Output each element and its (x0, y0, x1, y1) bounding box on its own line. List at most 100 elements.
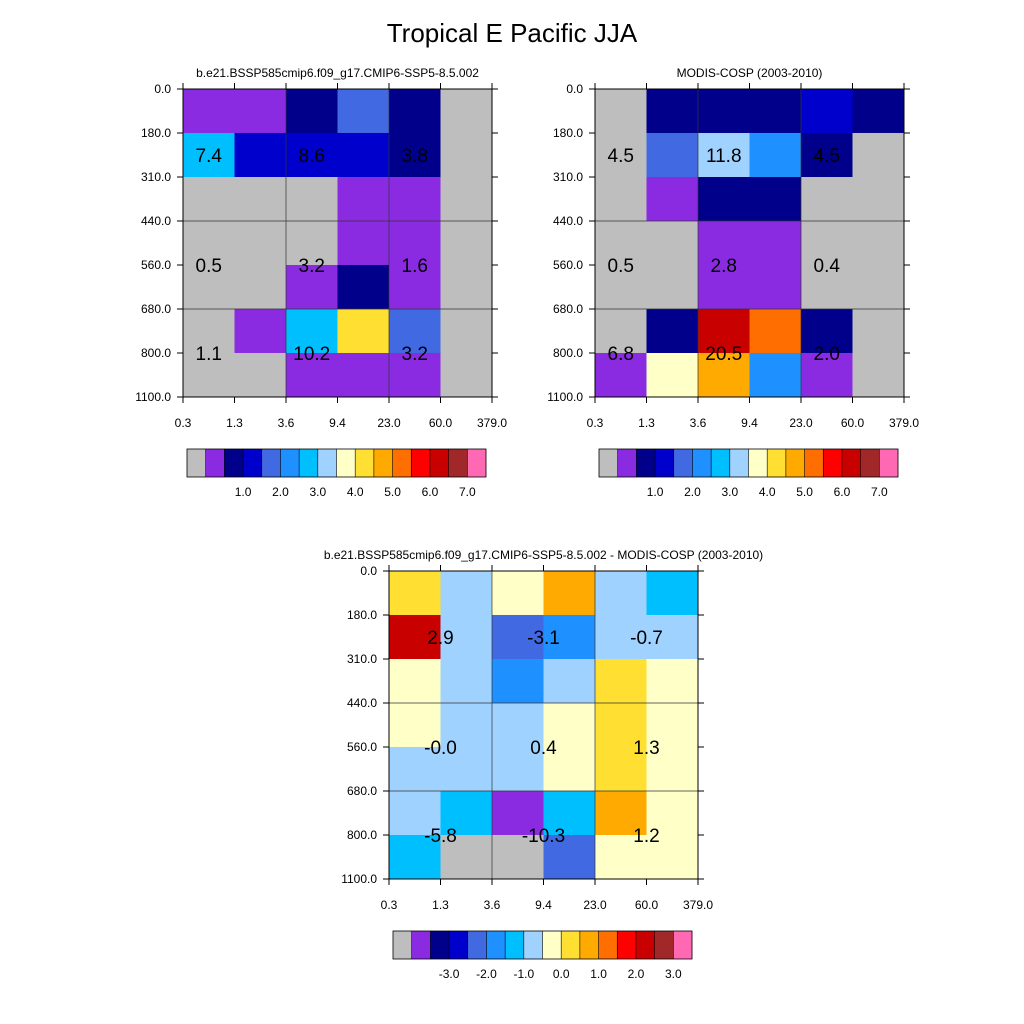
colorbar-swatch (636, 449, 656, 477)
heatmap-cell (389, 221, 441, 266)
cell-value-label: 1.3 (633, 738, 659, 759)
y-tick-label: 680.0 (347, 784, 377, 798)
colorbar-swatch (411, 449, 431, 477)
heatmap-cell (492, 571, 544, 616)
heatmap-cell (543, 659, 596, 704)
y-tick-label: 560.0 (141, 258, 171, 272)
heatmap-cell (698, 177, 750, 222)
y-tick-label: 440.0 (553, 214, 583, 228)
colorbar-frame (186, 448, 487, 478)
x-tick-label: 1.3 (226, 416, 243, 430)
cell-value-label: 2.8 (711, 256, 737, 277)
x-tick-label: 23.0 (583, 898, 607, 912)
colorbar-swatch (467, 449, 487, 477)
cell-value-label: 1.1 (196, 344, 222, 365)
heatmap-cell (646, 834, 699, 880)
heatmap-cell (595, 659, 647, 704)
heatmap-cell (183, 221, 235, 266)
y-tick-label: 180.0 (347, 608, 377, 622)
cell-value-label: -10.3 (522, 826, 565, 847)
heatmap-cell (492, 834, 544, 880)
heatmap-cell (440, 834, 493, 880)
heatmap-cell (801, 352, 853, 398)
heatmap-cell (286, 177, 338, 222)
heatmap-cell (440, 89, 493, 134)
heatmap-cell (440, 352, 493, 398)
cell-value-label: 4.5 (814, 146, 840, 167)
y-tick-label: 0.0 (154, 82, 171, 96)
heatmap-cell (492, 614, 544, 660)
heatmap-cell (337, 89, 390, 134)
y-tick-label: 1100.0 (135, 390, 171, 404)
cell-value-label: 2.9 (427, 628, 453, 649)
panel-2: MODIS-COSP (2003-2010) 0.0 180.0 310.0 440.0… (547, 66, 919, 499)
colorbar-label: 4.0 (759, 485, 776, 499)
heatmap-cell (440, 309, 493, 354)
heatmap-cell (440, 614, 493, 660)
panel-title: b.e21.BSSP585cmip6.f09_g17.CMIP6-SSP5-8.… (324, 548, 763, 562)
heatmap-cell (389, 614, 441, 660)
heatmap-cell (543, 791, 596, 836)
x-tick-label: 3.6 (690, 416, 707, 430)
colorbar-swatch (317, 449, 337, 477)
heatmap-cell (389, 746, 441, 792)
cell-value-label: 0.5 (608, 256, 634, 277)
cell-value-label: 11.8 (706, 146, 742, 167)
heatmap-cell (646, 659, 699, 704)
heatmap-cell (646, 89, 699, 134)
colorbar-label: 6.0 (834, 485, 851, 499)
heatmap-cell (595, 352, 647, 398)
heatmap-cell (852, 309, 905, 354)
heatmap-cell (595, 221, 647, 266)
colorbar-swatch (542, 931, 562, 959)
heatmap-cell (646, 703, 699, 748)
colorbar-label: 1.0 (590, 967, 607, 981)
cell-value-label: -5.8 (424, 826, 457, 847)
colorbar-swatch (261, 449, 281, 477)
colorbar-label: 7.0 (459, 485, 476, 499)
y-tick-label: 0.0 (566, 82, 583, 96)
colorbar-swatch (879, 449, 899, 477)
colorbar-swatch (767, 449, 787, 477)
heatmap-cell (492, 791, 544, 836)
heatmap-cell (698, 89, 750, 134)
heatmap-cell (440, 703, 493, 748)
colorbar-label: 1.0 (647, 485, 664, 499)
cell-value-label: 7.4 (196, 146, 223, 167)
figure-title: Tropical E Pacific JJA (387, 18, 638, 48)
cell-value-label: 3.8 (402, 146, 428, 167)
colorbar-swatch (635, 931, 655, 959)
colorbar-swatch (860, 449, 880, 477)
heatmap-cell (595, 791, 647, 836)
heatmap-cell (852, 221, 905, 266)
cell-value-label: 6.8 (608, 344, 634, 365)
cell-value-label: 1.2 (633, 826, 659, 847)
heatmap-cell (595, 309, 647, 354)
heatmap-cell (749, 221, 802, 266)
colorbar-label: 3.0 (665, 967, 682, 981)
heatmap-cell (389, 309, 441, 354)
heatmap-cell (646, 571, 699, 616)
y-tick-label: 180.0 (553, 126, 583, 140)
colorbar-swatch (692, 449, 712, 477)
heatmap-cell (183, 177, 235, 222)
heatmap-cell (595, 177, 647, 222)
colorbar-frame (598, 448, 899, 478)
colorbar-swatch (748, 449, 768, 477)
colorbar-swatch (205, 449, 225, 477)
colorbar-label: -3.0 (439, 967, 460, 981)
colorbar-swatch (430, 931, 450, 959)
cell-value-label: 3.2 (299, 256, 325, 277)
heatmap-cell (234, 221, 287, 266)
x-tick-label: 23.0 (789, 416, 813, 430)
panel-title: b.e21.BSSP585cmip6.f09_g17.CMIP6-SSP5-8.… (196, 66, 479, 80)
colorbar-swatch (429, 449, 449, 477)
colorbar-label: 2.0 (684, 485, 701, 499)
colorbar-label: 2.0 (628, 967, 645, 981)
cell-value-label: 2.0 (814, 344, 840, 365)
colorbar-frame (392, 930, 693, 960)
heatmap-cell (749, 309, 802, 354)
heatmap-cell (337, 352, 390, 398)
heatmap-cell (543, 746, 596, 792)
